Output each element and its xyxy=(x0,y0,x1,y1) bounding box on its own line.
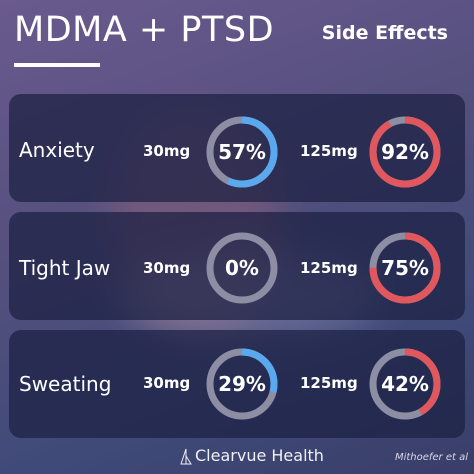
title-underline xyxy=(14,63,100,67)
dose-label-125mg: 125mg xyxy=(300,259,358,277)
donut-percent-label: 92% xyxy=(381,140,429,164)
donut-percent-label: 75% xyxy=(381,256,429,280)
category-label-tight-jaw: Tight Jaw xyxy=(19,256,111,280)
donut-track xyxy=(206,232,278,304)
dose-label-30mg: 30mg xyxy=(143,374,191,392)
donut-value-arc xyxy=(369,116,441,188)
panel-sweating xyxy=(9,330,465,438)
dose-label-30mg: 30mg xyxy=(143,142,191,160)
dose-label-30mg: 30mg xyxy=(143,259,191,277)
donut-value-arc xyxy=(206,116,278,188)
page-subtitle: Side Effects xyxy=(321,22,448,44)
donut-anxiety-125mg: 92% xyxy=(369,116,441,188)
donut-value-arc xyxy=(369,232,441,304)
page-title: MDMA + PTSD xyxy=(14,10,275,50)
donut-percent-label: 57% xyxy=(218,140,266,164)
category-label-sweating: Sweating xyxy=(19,372,112,396)
category-label-anxiety: Anxiety xyxy=(19,138,95,162)
donut-value-arc xyxy=(206,348,278,420)
clearvue-logo-icon xyxy=(180,448,192,464)
donut-tight-jaw-30mg: 0% xyxy=(206,232,278,304)
donut-anxiety-30mg: 57% xyxy=(206,116,278,188)
donut-percent-label: 0% xyxy=(225,256,259,280)
donut-value-arc xyxy=(369,348,441,420)
donut-percent-label: 42% xyxy=(381,372,429,396)
dose-label-125mg: 125mg xyxy=(300,142,358,160)
donut-percent-label: 29% xyxy=(218,372,266,396)
citation: Mithoefer et al xyxy=(394,452,468,463)
brand-logo: Clearvue Health xyxy=(180,446,324,465)
dose-label-125mg: 125mg xyxy=(300,374,358,392)
donut-sweating-30mg: 29% xyxy=(206,348,278,420)
donut-sweating-125mg: 42% xyxy=(369,348,441,420)
brand-name: Clearvue Health xyxy=(195,446,324,465)
donut-tight-jaw-125mg: 75% xyxy=(369,232,441,304)
